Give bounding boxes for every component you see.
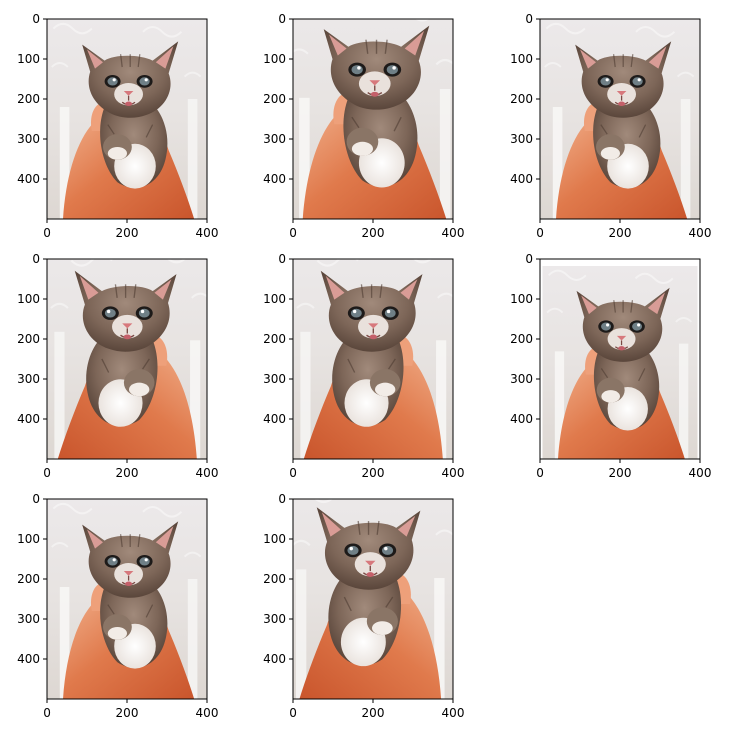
y-tick-label: 400 (263, 652, 286, 666)
x-tick-label: 0 (536, 466, 544, 480)
x-tick-label: 400 (689, 466, 712, 480)
kitten-image-3 (540, 19, 700, 219)
y-tick-label: 300 (263, 132, 286, 146)
y-tick-label: 400 (263, 172, 286, 186)
y-tick-label: 200 (263, 572, 286, 586)
kitten-image-7 (47, 499, 207, 699)
x-tick-label: 200 (609, 226, 632, 240)
x-tick-label: 200 (362, 466, 385, 480)
y-tick-label: 200 (263, 332, 286, 346)
y-tick-label: 0 (32, 12, 40, 26)
y-tick-label: 200 (17, 332, 40, 346)
y-tick-label: 0 (32, 252, 40, 266)
panels-layer: 0 100 200 300 400 0 200 400 0 100 200 300 400 0 200 400… (17, 12, 711, 720)
y-tick-label: 0 (278, 492, 286, 506)
y-tick-label: 200 (17, 572, 40, 586)
y-tick-label: 100 (263, 532, 286, 546)
image-panel-7: 0 100 200 300 400 0 200 400 (17, 492, 218, 720)
y-tick-label: 300 (510, 372, 533, 386)
kitten-image-1 (47, 19, 207, 219)
image-panel-3: 0 100 200 300 400 0 200 400 (510, 12, 711, 240)
y-tick-label: 0 (525, 12, 533, 26)
y-tick-label: 300 (17, 372, 40, 386)
kitten-image-2 (293, 19, 453, 219)
x-tick-label: 0 (289, 466, 297, 480)
y-tick-label: 400 (263, 412, 286, 426)
y-tick-label: 100 (17, 292, 40, 306)
y-tick-label: 300 (17, 612, 40, 626)
y-tick-label: 300 (263, 612, 286, 626)
y-tick-label: 100 (510, 52, 533, 66)
kitten-image-4 (47, 259, 207, 459)
kitten-image-5 (293, 259, 453, 459)
x-tick-label: 400 (196, 226, 219, 240)
x-tick-label: 200 (609, 466, 632, 480)
x-tick-label: 200 (116, 706, 139, 720)
image-panel-5: 0 100 200 300 400 0 200 400 (263, 252, 465, 480)
image-panel-8: 0 100 200 300 400 0 200 400 (263, 492, 465, 720)
y-tick-label: 100 (263, 52, 286, 66)
y-tick-label: 0 (278, 12, 286, 26)
y-tick-label: 100 (263, 292, 286, 306)
y-tick-label: 0 (278, 252, 286, 266)
y-tick-label: 300 (17, 132, 40, 146)
x-tick-label: 0 (43, 706, 51, 720)
x-tick-label: 400 (442, 706, 465, 720)
image-panel-2: 0 100 200 300 400 0 200 400 (263, 12, 465, 240)
y-tick-label: 300 (510, 132, 533, 146)
x-tick-label: 400 (196, 706, 219, 720)
y-tick-label: 400 (510, 172, 533, 186)
y-tick-label: 300 (263, 372, 286, 386)
x-tick-label: 0 (289, 226, 297, 240)
x-tick-label: 400 (442, 226, 465, 240)
kitten-image-6 (542, 266, 698, 459)
y-tick-label: 100 (510, 292, 533, 306)
x-tick-label: 400 (689, 226, 712, 240)
x-tick-label: 0 (536, 226, 544, 240)
y-tick-label: 100 (17, 52, 40, 66)
y-tick-label: 400 (17, 652, 40, 666)
x-tick-label: 0 (289, 706, 297, 720)
y-tick-label: 200 (510, 332, 533, 346)
y-tick-label: 400 (17, 412, 40, 426)
y-tick-label: 200 (17, 92, 40, 106)
kitten-image-8 (293, 499, 453, 699)
y-tick-label: 400 (17, 172, 40, 186)
x-tick-label: 400 (196, 466, 219, 480)
image-panel-1: 0 100 200 300 400 0 200 400 (17, 12, 218, 240)
x-tick-label: 0 (43, 226, 51, 240)
x-tick-label: 200 (116, 466, 139, 480)
x-tick-label: 400 (442, 466, 465, 480)
x-tick-label: 200 (362, 706, 385, 720)
y-tick-label: 0 (525, 252, 533, 266)
x-tick-label: 0 (43, 466, 51, 480)
y-tick-label: 200 (510, 92, 533, 106)
x-tick-label: 200 (362, 226, 385, 240)
y-tick-label: 200 (263, 92, 286, 106)
x-tick-label: 200 (116, 226, 139, 240)
y-tick-label: 0 (32, 492, 40, 506)
y-tick-label: 100 (17, 532, 40, 546)
image-panel-6: 0 100 200 300 400 0 200 400 (510, 252, 711, 480)
y-tick-label: 400 (510, 412, 533, 426)
image-panel-4: 0 100 200 300 400 0 200 400 (17, 252, 219, 480)
